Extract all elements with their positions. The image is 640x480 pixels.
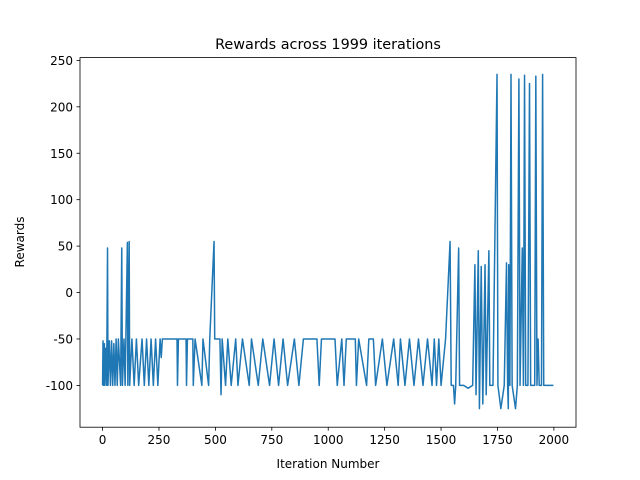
x-tick-label: 0 — [99, 433, 107, 447]
x-tick-label: 2000 — [539, 433, 570, 447]
x-tick-label: 1250 — [369, 433, 400, 447]
x-tick-label: 250 — [148, 433, 171, 447]
y-tick-label: 200 — [50, 100, 73, 114]
y-tick-label: 100 — [50, 193, 73, 207]
chart-title: Rewards across 1999 iterations — [215, 37, 441, 53]
y-tick-label: 250 — [50, 54, 73, 68]
data-line — [101, 73, 554, 410]
x-axis-label: Iteration Number — [277, 457, 380, 471]
plot-frame — [79, 57, 577, 428]
x-tick-label: 1750 — [482, 433, 513, 447]
x-tick-label: 1000 — [313, 433, 344, 447]
y-tick-label: 150 — [50, 147, 73, 161]
x-tick-label: 1500 — [426, 433, 457, 447]
y-tick-label: -50 — [53, 332, 73, 346]
x-tick-label: 500 — [204, 433, 227, 447]
x-tick-label: 750 — [260, 433, 283, 447]
y-axis-label: Rewards — [13, 217, 27, 268]
y-tick-label: 0 — [65, 286, 73, 300]
y-tick-label: 50 — [58, 240, 73, 254]
y-tick-label: -100 — [46, 379, 73, 393]
